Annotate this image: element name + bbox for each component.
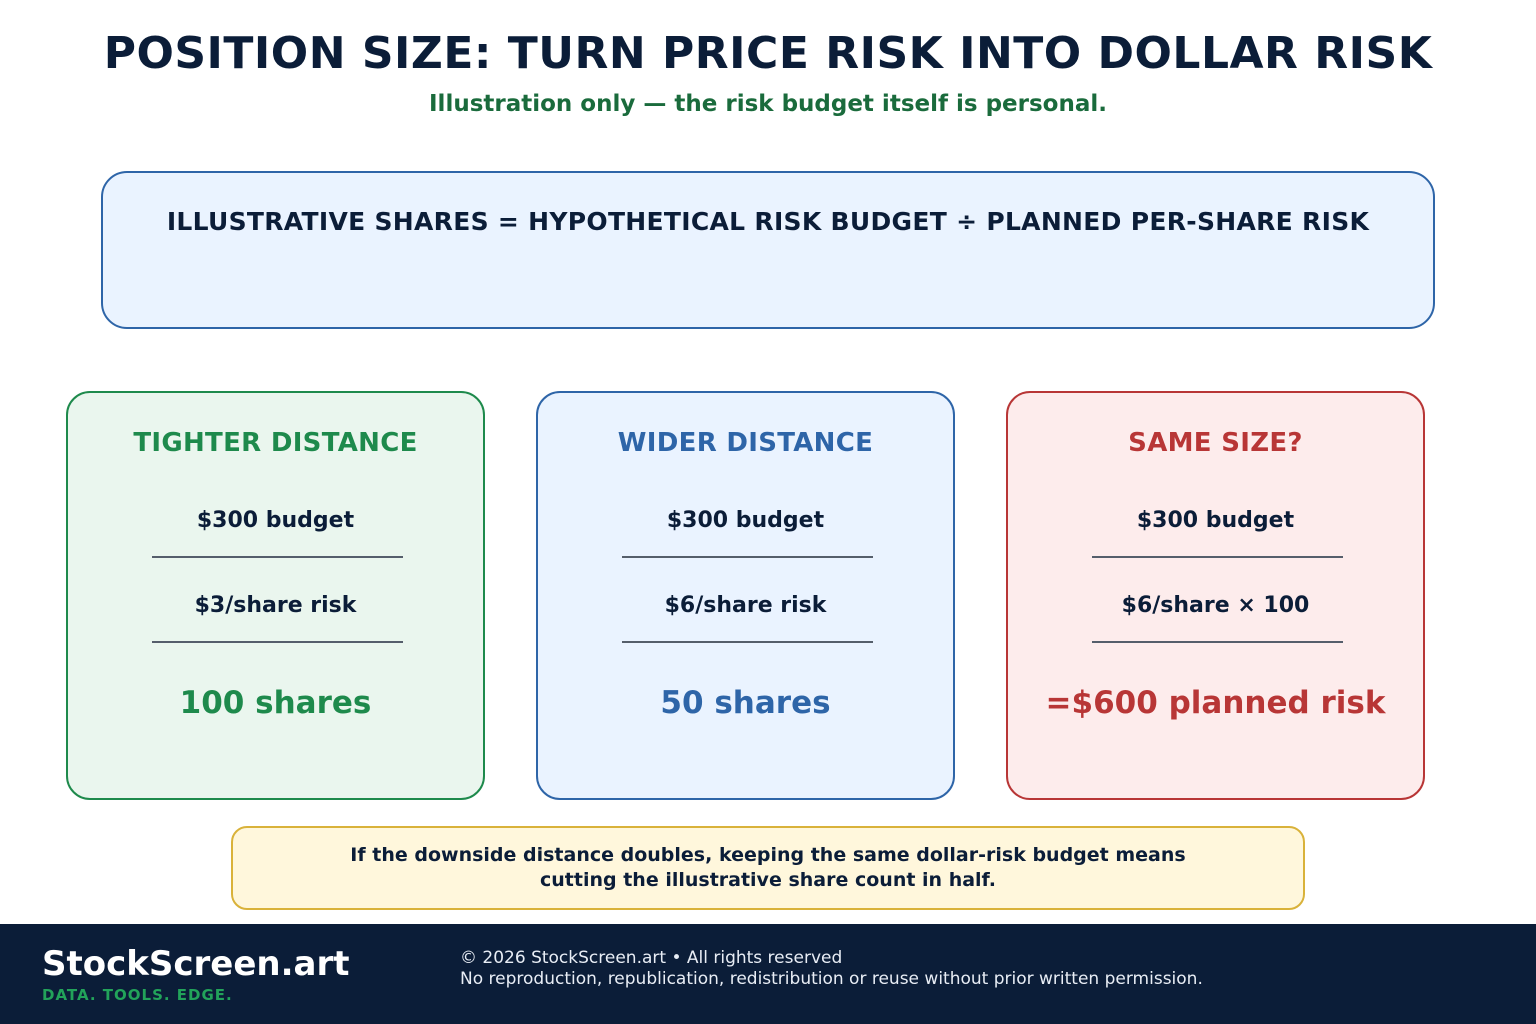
formula-text: ILLUSTRATIVE SHARES = HYPOTHETICAL RISK … (166, 207, 1370, 236)
card-wider-distance: WIDER DISTANCE $300 budget $6/share risk… (536, 391, 955, 800)
brand-tagline: DATA. TOOLS. EDGE. (42, 986, 233, 1004)
formula-box: ILLUSTRATIVE SHARES = HYPOTHETICAL RISK … (101, 171, 1435, 329)
brand-logo: StockScreen.art (42, 944, 350, 984)
card-divider (622, 556, 873, 558)
card-budget: $300 budget (196, 508, 355, 533)
card-title: SAME SIZE? (1128, 428, 1303, 458)
card-divider (1092, 641, 1343, 643)
note-line-2: cutting the illustrative share count in … (540, 869, 996, 891)
card-divider (152, 641, 403, 643)
card-same-size: SAME SIZE? $300 budget $6/share × 100 =$… (1006, 391, 1425, 800)
card-title: WIDER DISTANCE (617, 428, 874, 458)
card-per-share-risk: $6/share × 100 (1121, 593, 1310, 618)
copyright-text: © 2026 StockScreen.art • All rights rese… (460, 948, 843, 968)
card-per-share-risk: $3/share risk (194, 593, 357, 618)
card-per-share-risk: $6/share risk (664, 593, 827, 618)
note-line-1: If the downside distance doubles, keepin… (350, 844, 1186, 866)
card-result: =$600 planned risk (1045, 685, 1386, 721)
card-tighter-distance: TIGHTER DISTANCE $300 budget $3/share ri… (66, 391, 485, 800)
footer: StockScreen.art DATA. TOOLS. EDGE. © 202… (0, 924, 1536, 1024)
card-title: TIGHTER DISTANCE (133, 428, 418, 458)
card-divider (622, 641, 873, 643)
page-title: POSITION SIZE: TURN PRICE RISK INTO DOLL… (103, 28, 1433, 79)
note-box: If the downside distance doubles, keepin… (231, 826, 1305, 910)
permission-text: No reproduction, republication, redistri… (460, 969, 1203, 989)
card-divider (1092, 556, 1343, 558)
card-budget: $300 budget (666, 508, 825, 533)
card-divider (152, 556, 403, 558)
card-budget: $300 budget (1136, 508, 1295, 533)
page-subtitle: Illustration only — the risk budget itse… (429, 91, 1107, 117)
card-result: 50 shares (660, 685, 831, 721)
card-result: 100 shares (179, 685, 372, 721)
